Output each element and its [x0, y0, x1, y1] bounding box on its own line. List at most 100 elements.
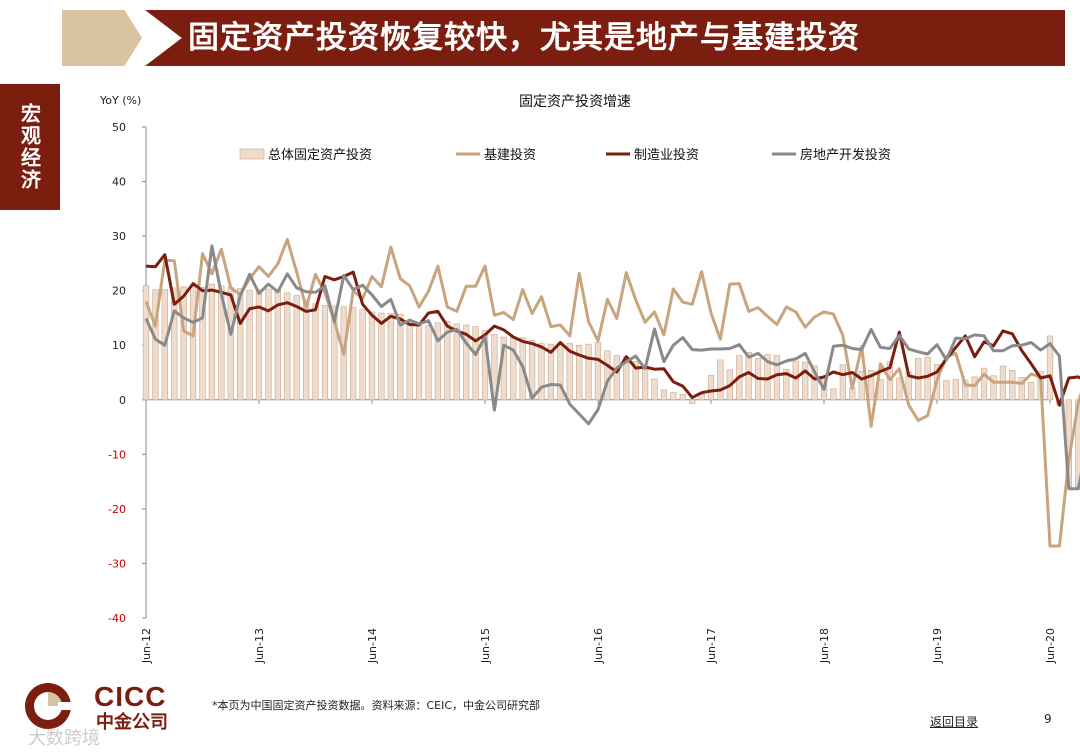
bar-total-fai [171, 287, 178, 401]
back-to-contents-link[interactable]: 返回目录 [930, 715, 979, 729]
bar-total-fai [858, 371, 865, 401]
bar-total-fai [952, 379, 959, 401]
y-tick-label: 20 [112, 285, 126, 298]
x-axis: Jun-12 Jun-13 Jun-14 Jun-15 Jun-16 Jun-17 Jun-… [140, 399, 1057, 664]
bar-total-fai [255, 289, 263, 401]
x-tick-label: Jun-17 [705, 628, 718, 664]
x-tick-label: Jun-12 [140, 628, 153, 664]
bar-total-fai [152, 289, 159, 401]
bar-total-fai [1046, 335, 1054, 401]
bar-total-fai [406, 321, 413, 401]
bar-total-fai [397, 313, 404, 401]
y-axis-label: YoY (%) [99, 94, 141, 107]
bar-total-fai [180, 286, 187, 401]
cicc-logo-icon [25, 683, 80, 729]
line-series-0 [144, 237, 1080, 548]
bar-total-fai [189, 286, 197, 401]
section-tab [0, 84, 60, 210]
x-tick-label: Jun-20 [1044, 628, 1057, 664]
bar-total-fai [585, 343, 592, 401]
chart-legend: 总体固定资产投资 基建投资 制造业投资 房地产开发投资 [239, 147, 891, 163]
bar-total-fai [811, 365, 818, 401]
bar-total-fai [538, 343, 545, 401]
bar-total-fai [237, 288, 244, 401]
bar-total-fai [350, 307, 357, 401]
y-tick-label: 30 [112, 230, 126, 243]
bar-total-fai [284, 292, 291, 401]
bar-total-fai [1028, 382, 1035, 401]
bar-total-fai [368, 311, 376, 401]
bar-total-fai [293, 295, 300, 401]
bar-total-fai [1009, 370, 1016, 401]
legend-label: 基建投资 [484, 147, 536, 163]
page-title: 固定资产投资恢复较快，尤其是地产与基建投资 [188, 20, 860, 56]
line-series-2 [144, 244, 1080, 491]
bar-total-fai [971, 376, 978, 401]
legend-swatch [239, 148, 265, 160]
bar-total-fai [867, 370, 875, 401]
bar-total-fai [453, 323, 460, 401]
bar-total-fai [218, 285, 225, 401]
bar-total-fai [302, 299, 310, 401]
bar-total-fai [246, 289, 253, 401]
bar-total-fai [745, 352, 752, 401]
y-tick-label: 10 [112, 339, 126, 352]
bar-total-fai [463, 324, 470, 401]
bar-total-fai [670, 392, 677, 401]
bar-total-fai [689, 399, 696, 404]
bar-total-fai [679, 394, 686, 401]
y-tick-label: 40 [112, 176, 126, 189]
bar-total-fai [576, 344, 583, 401]
bar-total-fai [783, 368, 790, 401]
bar-total-fai [707, 374, 715, 401]
x-tick-label: Jun-19 [931, 628, 944, 664]
bar-total-fai [990, 375, 997, 401]
bar-total-fai [444, 320, 451, 401]
bar-total-fai [651, 378, 658, 401]
fai-growth-chart: 固定资产投资增速 YoY (%) 50 40 30 20 10 0 -10 -20 -30 -40… [99, 94, 1080, 664]
watermark: 大数跨境 [28, 728, 100, 749]
bar-total-fai [896, 377, 903, 401]
bar-total-fai [387, 313, 394, 401]
bar-total-fai [802, 361, 809, 401]
bar-total-fai [547, 343, 555, 401]
bar-total-fai [980, 367, 988, 401]
bar-total-fai [472, 326, 479, 401]
bar-total-fai [265, 288, 272, 401]
bar-total-fai [510, 337, 517, 401]
y-tick-label: -30 [108, 557, 126, 570]
y-tick-label: 50 [112, 121, 126, 134]
line-series-1 [145, 253, 1080, 407]
header-banner [145, 10, 1065, 66]
x-tick-label: Jun-13 [253, 628, 266, 664]
page-number: 9 [1044, 712, 1052, 726]
legend-label: 房地产开发投资 [800, 147, 891, 163]
bar-total-fai [773, 355, 781, 401]
bar-total-fai [415, 323, 423, 401]
section-tab-label: 宏观经济 [17, 103, 42, 191]
x-tick-label: Jun-16 [592, 628, 605, 664]
source-footnote: *本页为中国固定资产投资数据。资料来源：CEIC，中金公司研究部 [212, 699, 541, 712]
bar-total-fai [321, 305, 329, 401]
bar-total-fai [528, 340, 536, 401]
bar-total-fai [359, 309, 366, 401]
bar-total-fai [1018, 377, 1025, 401]
y-tick-label: -40 [108, 612, 126, 625]
bar-total-fai [425, 325, 432, 401]
bar-total-fai [331, 305, 338, 401]
x-tick-label: Jun-15 [479, 628, 492, 664]
bar-total-fai [792, 361, 799, 401]
x-tick-label: Jun-14 [366, 628, 379, 664]
bar-total-fai [434, 322, 442, 401]
bar-total-fai [199, 287, 206, 401]
bar-total-fai [641, 366, 649, 401]
y-tick-label: -20 [108, 503, 126, 516]
y-tick-label: -10 [108, 448, 126, 461]
bar-total-fai [594, 342, 602, 401]
bar-total-fai [378, 312, 385, 401]
x-tick-label: Jun-18 [818, 628, 831, 664]
chart-title: 固定资产投资增速 [519, 94, 631, 110]
legend-label: 总体固定资产投资 [268, 147, 372, 163]
bar-total-fai [566, 343, 573, 401]
header-accent-arrow [62, 10, 142, 66]
